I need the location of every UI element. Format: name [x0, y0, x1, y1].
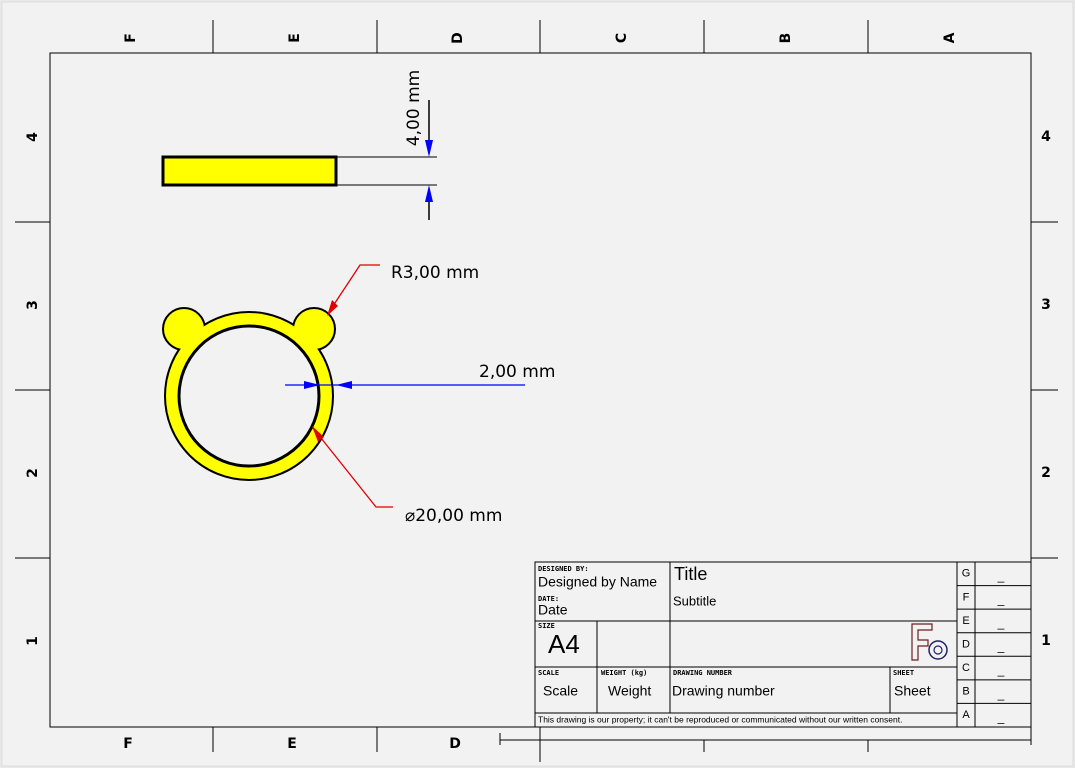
- diameter-arrow: [312, 426, 324, 442]
- designer-name: Designed by Name: [538, 574, 657, 590]
- zone-label: 2: [1041, 465, 1051, 481]
- revision-value: _: [997, 616, 1005, 630]
- zone-label: F: [123, 33, 139, 43]
- consent-notice: This drawing is our property; it can't b…: [538, 714, 902, 724]
- subtitle: Subtitle: [673, 593, 716, 608]
- revision-value: _: [997, 569, 1005, 583]
- side-view-part: [161, 155, 338, 187]
- field-caption: SHEET: [893, 669, 914, 677]
- revision-value: _: [997, 593, 1005, 607]
- zone-label: 1: [25, 636, 41, 646]
- weight: Weight: [608, 683, 651, 699]
- dimension-label: R3,00 mm: [391, 263, 479, 283]
- zone-label: 3: [25, 300, 41, 310]
- sheet: Sheet: [894, 683, 931, 699]
- thickness-arrows: [304, 381, 352, 389]
- revision-value: _: [997, 710, 1005, 724]
- revision-letter: G: [962, 568, 971, 580]
- field-caption: DATE:: [538, 595, 559, 603]
- zone-label: F: [123, 736, 133, 752]
- size: A4: [548, 629, 580, 659]
- zone-label: D: [449, 736, 461, 752]
- dimension-label: 2,00 mm: [479, 362, 555, 382]
- field-caption: WEIGHT (kg): [601, 669, 647, 677]
- zone-lines: [15, 20, 1058, 762]
- ring-part: [162, 307, 336, 481]
- zone-label: C: [614, 33, 630, 43]
- zone-label: E: [287, 33, 303, 43]
- zone-label: E: [287, 736, 297, 752]
- radius-arrow: [327, 300, 338, 316]
- zone-label: 2: [25, 468, 41, 478]
- title: Title: [674, 564, 707, 584]
- logo-gear: [928, 640, 948, 660]
- revision-letter: C: [962, 662, 970, 674]
- revision-letter: B: [962, 686, 969, 698]
- revision-letter: A: [962, 709, 970, 721]
- title-block: [534, 561, 1032, 728]
- date: Date: [538, 602, 568, 618]
- zone-label: 4: [1041, 129, 1051, 145]
- dimension-label: ⌀20,00 mm: [405, 506, 502, 526]
- zone-label: 4: [25, 132, 41, 142]
- zone-label: A: [942, 32, 958, 43]
- field-caption: SCALE: [538, 669, 559, 677]
- diameter-leader: [312, 427, 393, 508]
- zone-label: D: [450, 32, 466, 44]
- dimension-label: 4,00 mm: [404, 70, 424, 146]
- dimension-arrows: [425, 140, 433, 202]
- revision-letter: E: [962, 615, 969, 627]
- drawing-number: Drawing number: [672, 683, 775, 699]
- radius-leader: [328, 264, 380, 313]
- revision-value: _: [997, 663, 1005, 677]
- zone-label: 1: [1041, 633, 1051, 649]
- extension-lines: [336, 156, 437, 186]
- logo: [911, 623, 933, 661]
- field-caption: DRAWING NUMBER: [673, 669, 733, 677]
- revision-value: _: [997, 640, 1005, 654]
- scale: Scale: [543, 683, 578, 699]
- revision-letter: D: [962, 638, 970, 650]
- field-caption: DESIGNED BY:: [538, 565, 589, 573]
- zone-label: B: [778, 33, 794, 44]
- revision-value: _: [997, 687, 1005, 701]
- revision-letter: F: [963, 591, 970, 603]
- field-caption: SIZE: [538, 622, 555, 630]
- zone-label: 3: [1041, 297, 1051, 313]
